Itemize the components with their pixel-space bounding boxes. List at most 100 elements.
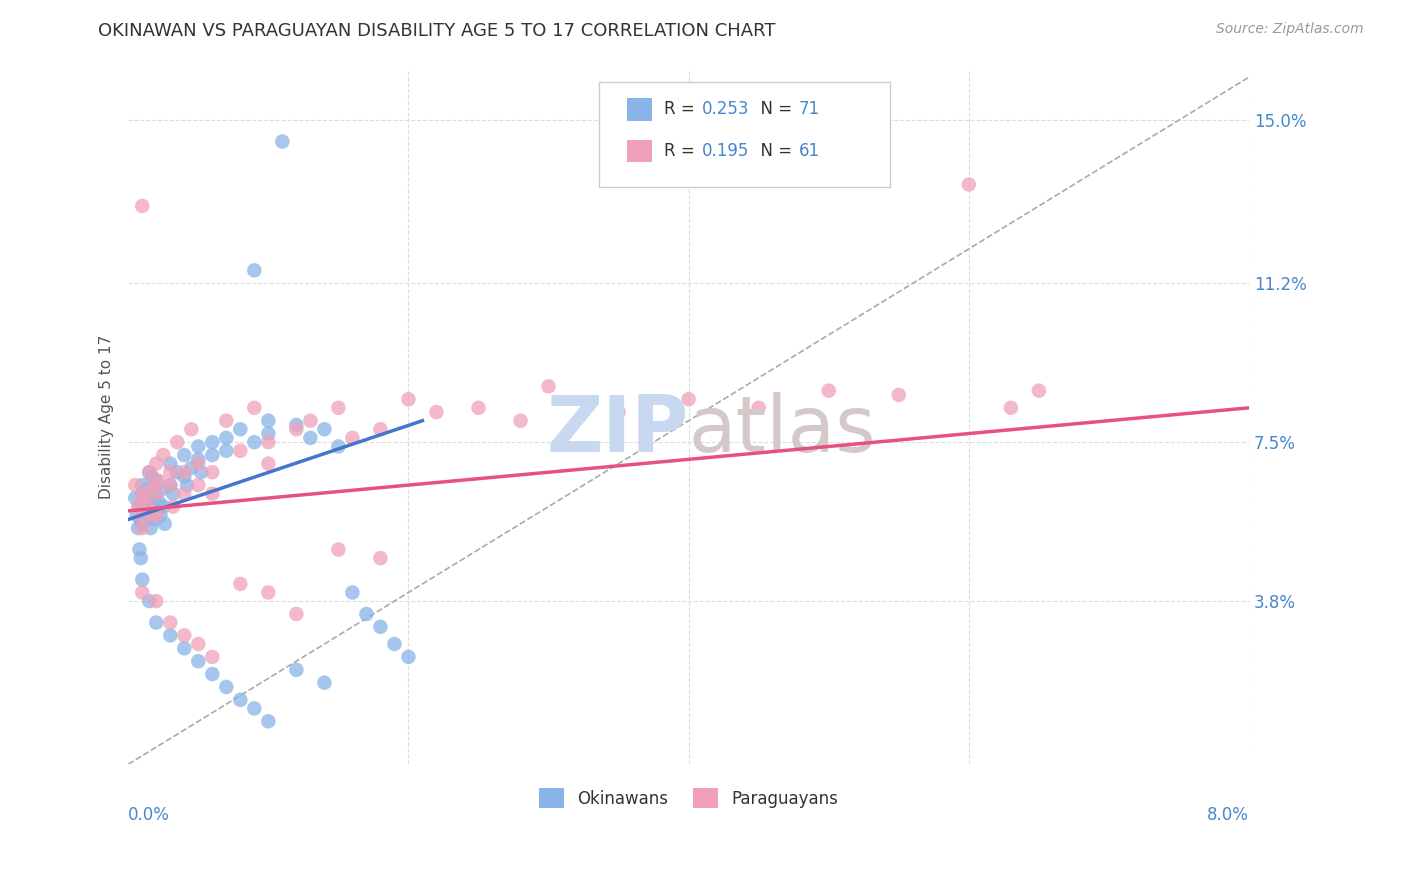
Point [257, 435, 280, 450]
Point [957, 178, 980, 192]
Point [129, 551, 152, 566]
Point [201, 667, 224, 681]
Text: N =: N = [751, 100, 797, 118]
Point [257, 714, 280, 729]
Point [314, 422, 336, 436]
Point [173, 486, 195, 500]
Point [384, 637, 406, 651]
Point [243, 401, 266, 415]
Point [159, 465, 181, 479]
Point [607, 405, 630, 419]
Point [153, 516, 176, 531]
Point [180, 461, 202, 475]
Point [131, 199, 153, 213]
Point [467, 401, 489, 415]
Point [370, 422, 392, 436]
Point [243, 435, 266, 450]
Text: R =: R = [664, 142, 700, 160]
Text: 61: 61 [799, 142, 820, 160]
Point [215, 443, 238, 458]
Point [136, 508, 159, 523]
Point [176, 478, 198, 492]
Text: 71: 71 [799, 100, 820, 118]
Point [131, 573, 153, 587]
Point [127, 521, 149, 535]
Point [328, 440, 350, 454]
Point [243, 263, 266, 277]
Point [328, 542, 350, 557]
Point [537, 379, 560, 393]
Point [425, 405, 447, 419]
Point [187, 457, 209, 471]
Point [271, 135, 294, 149]
Point [370, 551, 392, 566]
Point [285, 663, 308, 677]
Point [285, 417, 308, 432]
Point [145, 504, 167, 518]
Point [131, 585, 153, 599]
Point [299, 431, 322, 445]
Point [136, 500, 159, 514]
FancyBboxPatch shape [627, 140, 651, 162]
Point [215, 414, 238, 428]
Point [143, 512, 166, 526]
Point [127, 500, 149, 514]
Point [131, 478, 153, 492]
Point [398, 649, 420, 664]
Point [134, 486, 156, 500]
Point [139, 508, 162, 523]
Point [678, 392, 700, 407]
Point [145, 474, 167, 488]
Point [145, 615, 167, 630]
Point [215, 431, 238, 445]
Point [138, 465, 160, 479]
Point [162, 500, 184, 514]
Point [187, 478, 209, 492]
Text: 8.0%: 8.0% [1208, 806, 1249, 824]
Point [173, 465, 195, 479]
Point [166, 435, 188, 450]
Point [148, 474, 170, 488]
Point [257, 585, 280, 599]
Point [229, 422, 252, 436]
Point [1000, 401, 1022, 415]
Point [131, 504, 153, 518]
Point [129, 508, 152, 523]
Text: 0.195: 0.195 [702, 142, 749, 160]
Point [139, 521, 162, 535]
Point [285, 607, 308, 621]
Point [817, 384, 839, 398]
Point [243, 701, 266, 715]
Point [145, 457, 167, 471]
Point [145, 508, 167, 523]
Point [173, 448, 195, 462]
Text: Source: ZipAtlas.com: Source: ZipAtlas.com [1216, 22, 1364, 37]
Point [131, 486, 153, 500]
Point [229, 577, 252, 591]
Point [299, 414, 322, 428]
Point [748, 401, 770, 415]
Point [370, 620, 392, 634]
Point [152, 500, 174, 514]
Point [159, 628, 181, 642]
Point [229, 443, 252, 458]
Point [142, 478, 165, 492]
Point [124, 478, 146, 492]
FancyBboxPatch shape [627, 98, 651, 120]
Point [138, 594, 160, 608]
Point [138, 500, 160, 514]
Point [149, 508, 172, 523]
Point [342, 585, 364, 599]
Point [187, 654, 209, 668]
Point [215, 680, 238, 694]
Point [356, 607, 378, 621]
Point [190, 465, 212, 479]
Point [187, 637, 209, 651]
Point [173, 469, 195, 483]
Text: N =: N = [751, 142, 797, 160]
Point [138, 465, 160, 479]
Legend: Okinawans, Paraguayans: Okinawans, Paraguayans [533, 781, 845, 815]
Point [131, 516, 153, 531]
Point [342, 431, 364, 445]
Point [201, 465, 224, 479]
